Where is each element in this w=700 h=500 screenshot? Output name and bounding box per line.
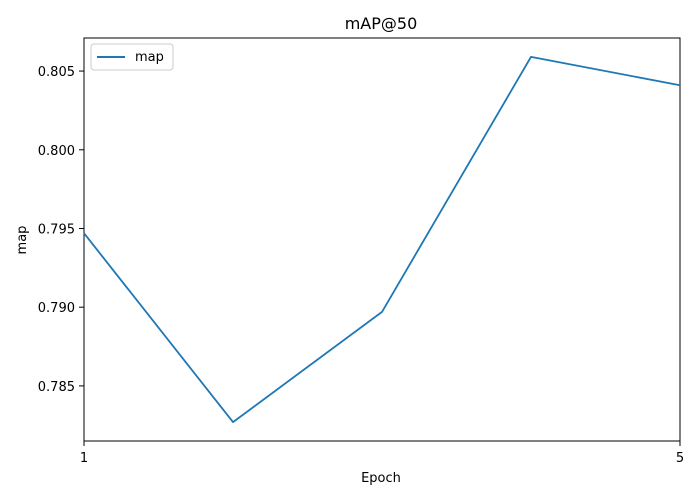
y-tick-label: 0.785 [38,380,75,395]
y-tick-label: 0.805 [38,65,75,80]
legend-label-map: map [135,50,164,65]
series-line-map [83,55,681,424]
plot-area-frame [83,37,681,442]
series-group [83,55,681,424]
legend: map [90,43,174,71]
y-axis: 0.785 0.790 0.795 0.800 0.805 [38,65,84,395]
legend-box [90,43,174,71]
chart-title: mAP@50 [345,14,418,33]
y-tick-label: 0.790 [38,301,75,316]
y-axis-label: map [15,226,30,255]
y-tick-label: 0.800 [38,144,75,159]
y-tick-label: 0.795 [38,222,75,237]
x-axis-label: Epoch [361,471,401,486]
x-tick-label: 1 [80,451,88,466]
x-tick-label: 5 [676,451,684,466]
